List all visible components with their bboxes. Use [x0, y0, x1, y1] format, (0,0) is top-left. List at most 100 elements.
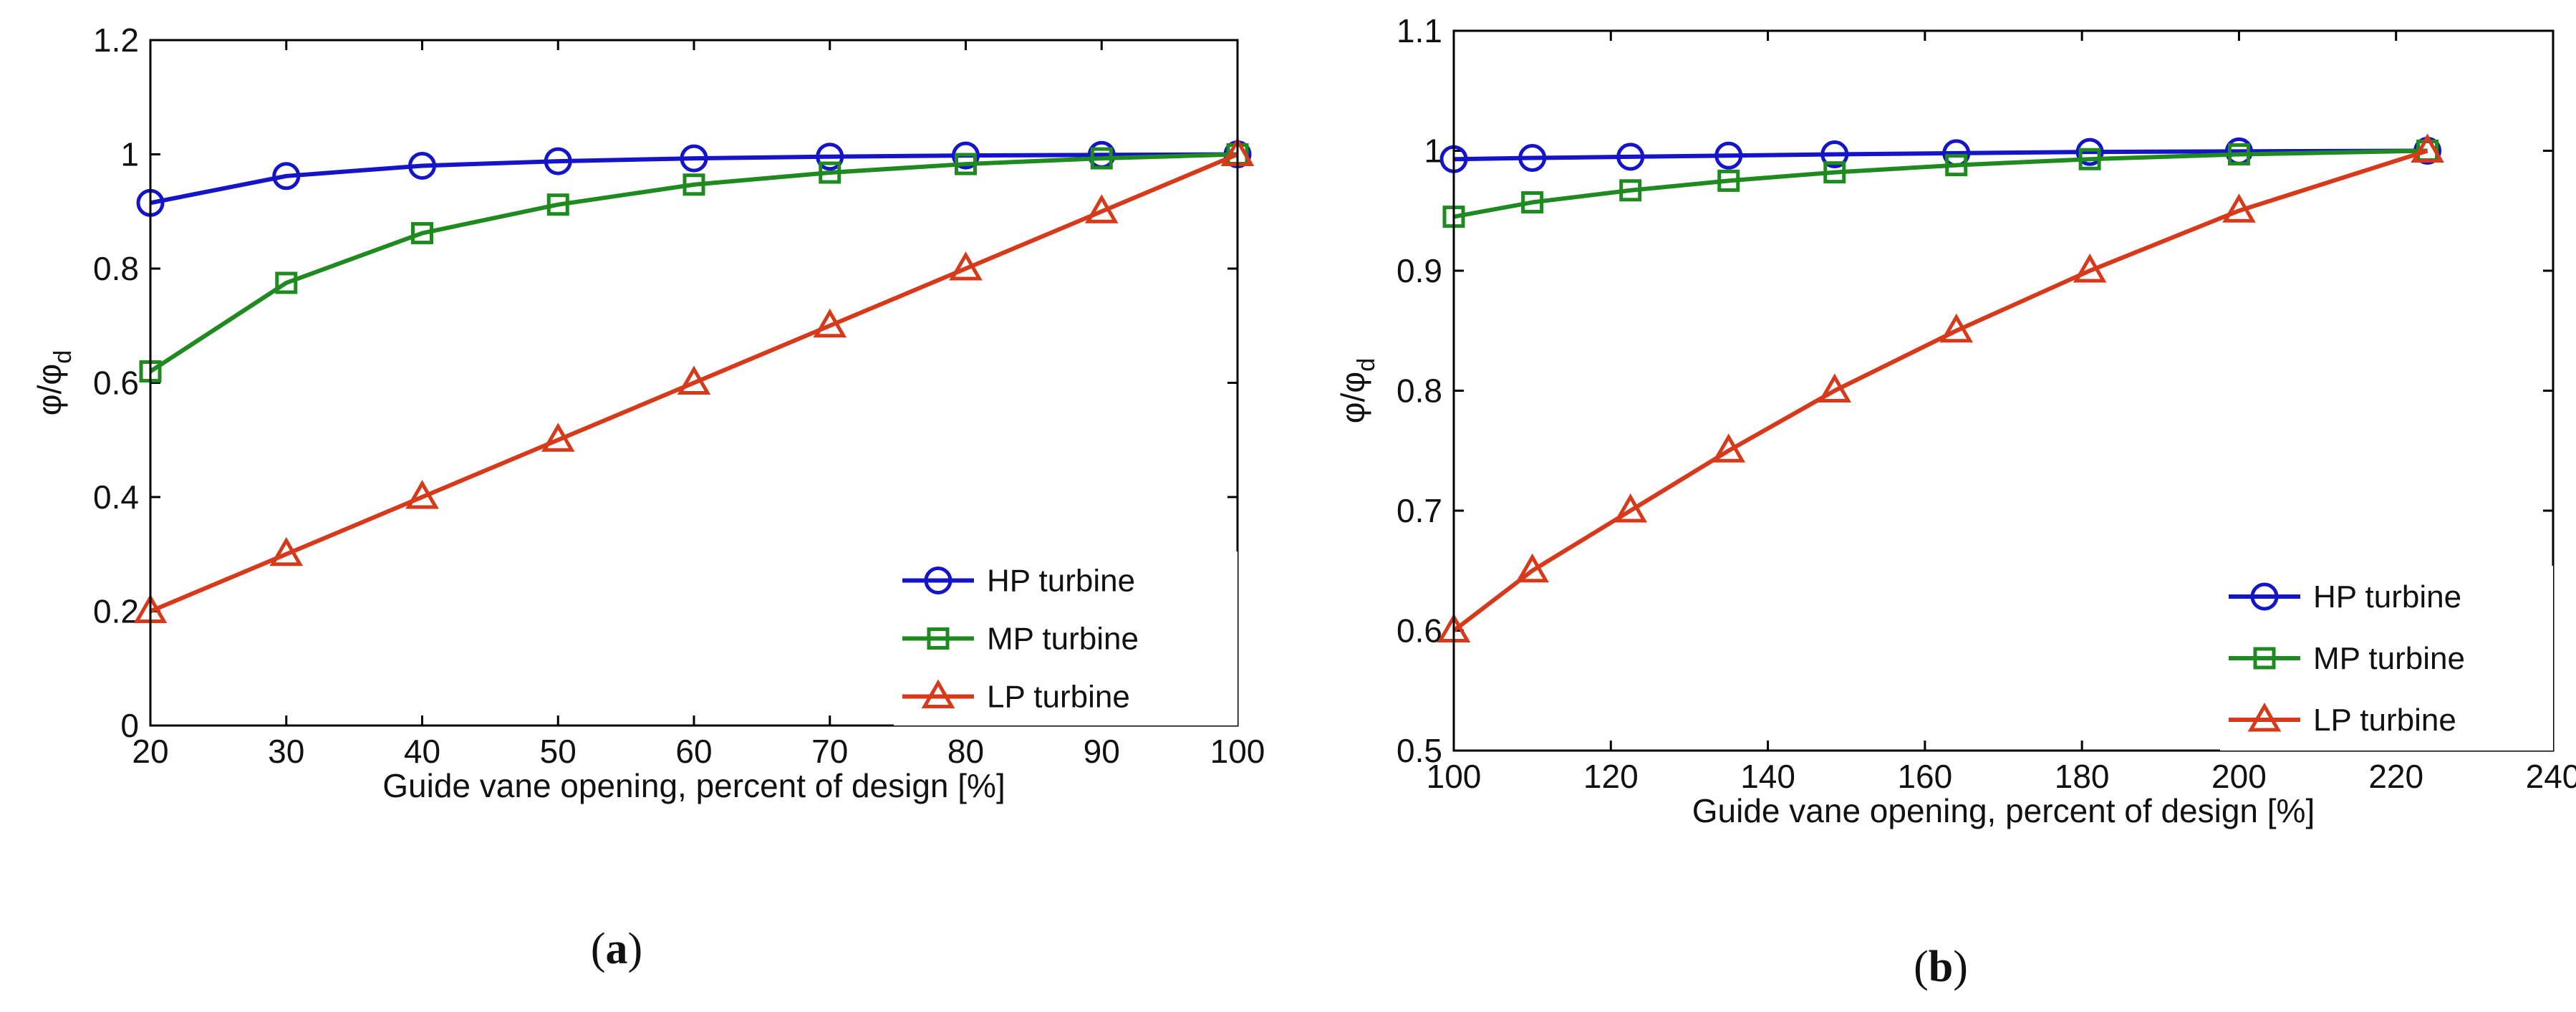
legend-label: MP turbine — [2313, 641, 2465, 676]
data-point — [1939, 313, 1974, 343]
y-tick-label-b: 0.6 — [1396, 612, 1442, 650]
axes-frame-a — [149, 39, 1239, 727]
data-point — [546, 193, 569, 216]
y-axis-label-sub: d — [1353, 358, 1380, 372]
panel-a-label: (a) — [591, 925, 642, 973]
y-axis-label-sub: d — [49, 350, 77, 364]
data-point — [2075, 138, 2104, 166]
x-tick-label-b: 240 — [2526, 758, 2576, 795]
data-point — [405, 479, 439, 509]
y-tick-label-a: 0.8 — [93, 250, 139, 287]
legend-label: HP turbine — [2313, 579, 2461, 615]
data-point — [1619, 179, 1642, 202]
series-mp-b — [1442, 140, 2439, 228]
data-point — [1818, 373, 1852, 403]
chart-a: 20 30 40 50 60 70 80 90 100 0 0.2 0.4 0.6 0.8 1 1.2 Guid… — [31, 21, 1265, 804]
data-point — [1613, 493, 1648, 523]
x-tick-label-a: 80 — [947, 733, 984, 770]
axes-frame-b — [1452, 29, 2555, 752]
data-point — [2411, 133, 2444, 163]
series-line — [149, 152, 1239, 614]
x-tick-label-b: 100 — [1427, 758, 1482, 795]
series-line — [1453, 148, 2428, 219]
legend-label: LP turbine — [2313, 703, 2456, 738]
data-point — [272, 162, 301, 191]
data-point — [952, 141, 980, 170]
x-tick-label-a: 60 — [675, 733, 712, 770]
data-point — [1945, 154, 1968, 177]
y-tick-label-b: 0.9 — [1396, 252, 1442, 289]
data-point — [1518, 144, 1547, 173]
legend-marker — [2250, 582, 2279, 611]
legend-marker — [2247, 702, 2282, 732]
legend-b: HP turbine MP turbine LP turbine — [2220, 566, 2553, 751]
x-tick-label-b: 200 — [2211, 758, 2267, 795]
panel-b-label: (b) — [1914, 943, 1968, 991]
data-point — [813, 308, 847, 338]
data-point — [949, 251, 983, 281]
y-tick-label-b: 0.7 — [1396, 492, 1442, 529]
data-point — [1714, 141, 1743, 170]
data-point — [1712, 433, 1746, 463]
y-tick-label-a: 0.2 — [93, 593, 139, 630]
series-line — [1452, 148, 2428, 632]
data-point — [2222, 193, 2256, 223]
y-tick-label-a: 1.2 — [93, 21, 139, 59]
x-axis-label-a: Guide vane opening, percent of design [%… — [382, 767, 1005, 804]
x-tick-label-a: 30 — [268, 733, 304, 770]
legend-a: HP turbine MP turbine LP turbine — [894, 551, 1238, 726]
y-tick-label-b: 1.1 — [1396, 12, 1442, 49]
data-point — [544, 147, 572, 175]
x-axis-label-b: Guide vane opening, percent of design [%… — [1692, 792, 2315, 829]
x-tick-label-a: 90 — [1084, 733, 1120, 770]
data-point — [408, 151, 436, 180]
data-point — [955, 153, 977, 175]
data-point — [1823, 161, 1846, 184]
data-point — [2227, 143, 2250, 166]
data-point — [269, 536, 304, 567]
y-tick-label-b: 1 — [1424, 132, 1442, 170]
legend-label: HP turbine — [987, 564, 1135, 599]
x-tick-label-b: 180 — [2055, 758, 2110, 795]
y-tick-label-a: 1 — [120, 136, 139, 173]
x-tick-label-a: 20 — [132, 733, 168, 770]
y-axis-label-main: φ/φ — [1334, 372, 1371, 423]
y-axis-label-a: φ/φd — [31, 350, 77, 415]
legend-label: MP turbine — [987, 622, 1139, 657]
x-tick-label-b: 220 — [2368, 758, 2423, 795]
x-tick-label-b: 140 — [1740, 758, 1795, 795]
series-line — [150, 152, 1238, 206]
y-axis-label-b: φ/φd — [1334, 358, 1380, 423]
data-point — [682, 173, 705, 196]
chart-b: 100 120 140 160 180 200 220 240 0.5 0.6 0.7 0.8 0.9 1… — [1334, 12, 2576, 829]
data-point — [2078, 148, 2101, 170]
y-axis-label-main: φ/φ — [31, 364, 68, 415]
data-point — [1521, 191, 1544, 214]
panel-a-letter: a — [606, 925, 628, 973]
y-tick-label-b: 0.8 — [1396, 372, 1442, 410]
series-lp-a — [133, 137, 1255, 623]
x-tick-label-a: 50 — [540, 733, 577, 770]
data-point — [411, 222, 433, 245]
panel-b-letter: b — [1929, 943, 1953, 991]
x-tick-label-b: 160 — [1897, 758, 1952, 795]
legend-marker — [927, 627, 950, 650]
data-point — [1717, 169, 1740, 192]
y-tick-label-a: 0.4 — [93, 478, 139, 516]
series-mp-a — [139, 143, 1249, 383]
x-tick-label-a: 70 — [811, 733, 848, 770]
data-point — [819, 161, 841, 184]
x-tick-label-a: 40 — [404, 733, 440, 770]
x-tick-label-b: 120 — [1583, 758, 1639, 795]
y-tick-label-a: 0.6 — [93, 365, 139, 402]
data-point — [275, 271, 298, 294]
y-tick-label-b: 0.5 — [1396, 732, 1442, 769]
data-point — [1084, 194, 1119, 223]
data-point — [816, 143, 844, 171]
data-point — [1616, 143, 1645, 171]
data-point — [1515, 553, 1549, 583]
x-tick-label-a: 100 — [1210, 733, 1265, 770]
data-point — [1090, 147, 1113, 170]
legend-marker — [921, 679, 955, 708]
